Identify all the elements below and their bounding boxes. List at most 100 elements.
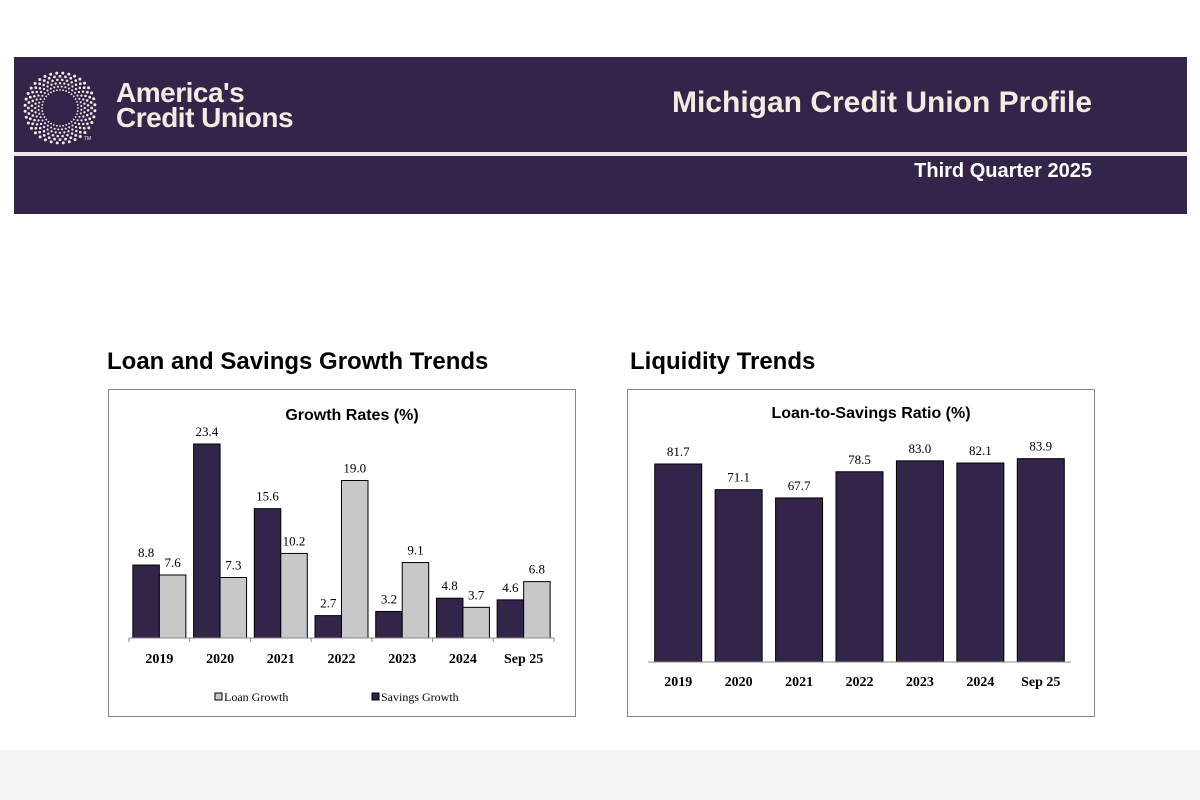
logo-dot <box>78 82 82 86</box>
logo-dot <box>60 78 64 82</box>
logo-dot <box>65 124 68 126</box>
data-label: 81.7 <box>667 444 690 459</box>
logo-dot <box>47 76 51 80</box>
legend-label: Savings Growth <box>381 690 459 704</box>
logo-dot <box>51 79 54 83</box>
logo-dot <box>80 108 83 111</box>
logo-dot <box>34 86 38 90</box>
x-tick-label: 2021 <box>267 652 295 667</box>
logo-dot <box>81 122 85 126</box>
logo-dot <box>26 91 30 95</box>
logo-dot <box>41 107 43 109</box>
logo-dot <box>66 133 69 137</box>
bar-savings-growth <box>253 508 282 639</box>
logo-dot <box>60 128 64 131</box>
logo-dot <box>59 125 61 127</box>
logo-dot <box>73 74 77 78</box>
logo-dot <box>83 131 87 135</box>
data-label: 2.7 <box>320 596 337 611</box>
logo-dot <box>47 136 51 140</box>
logo-dot <box>76 119 79 122</box>
logo-dot <box>27 101 31 104</box>
x-tick-label: 2024 <box>449 652 477 667</box>
logo-dot <box>55 89 58 92</box>
logo-dot <box>38 112 41 115</box>
x-tick-label: 2020 <box>725 675 753 690</box>
logo-dot <box>46 124 49 127</box>
logo-dot <box>82 86 86 90</box>
logo-dot <box>46 81 50 84</box>
logo-dot <box>35 98 38 101</box>
logo-dot <box>38 82 42 86</box>
logo-dot <box>78 97 81 100</box>
logo-dot <box>80 119 83 122</box>
logo-dot <box>70 132 74 135</box>
logo-dot <box>85 90 89 94</box>
logo-dot <box>76 110 79 113</box>
logo-dot <box>68 122 70 125</box>
logo-dot <box>65 90 68 92</box>
logo-dot <box>83 111 86 114</box>
data-label: 83.0 <box>909 441 932 456</box>
logo-dot <box>85 122 89 126</box>
logo-icon <box>23 71 97 145</box>
logo-dot <box>92 97 96 101</box>
data-label: 23.4 <box>195 424 218 439</box>
logo-dot <box>42 87 46 91</box>
logo-dot <box>50 122 52 125</box>
legend-swatch <box>371 692 380 701</box>
data-label: 83.9 <box>1029 439 1052 454</box>
logo-dot <box>56 85 60 88</box>
logo-dot <box>50 91 52 94</box>
logo-dot <box>42 100 44 103</box>
logo-dot <box>33 95 36 98</box>
logo-dot <box>92 115 96 119</box>
logo-dot <box>56 134 60 138</box>
logo-dot <box>37 94 40 97</box>
logo-dot <box>74 98 77 100</box>
data-label: 9.1 <box>407 543 423 558</box>
logo-dot <box>78 126 82 130</box>
logo-dot <box>78 115 81 118</box>
data-label: 78.5 <box>848 452 871 467</box>
legend-label: Loan Growth <box>224 690 288 704</box>
logo-dot <box>81 90 85 93</box>
logo-dot <box>43 116 46 118</box>
logo-dot <box>47 120 50 123</box>
logo-dot <box>79 101 82 104</box>
logo-dot <box>86 108 90 112</box>
subheader-banner <box>14 156 1187 214</box>
logo-dot <box>28 117 32 121</box>
bar-loan-growth <box>462 606 490 639</box>
logo-dot <box>37 105 40 108</box>
logo-dot <box>27 112 31 115</box>
logo-dot <box>52 124 55 126</box>
data-label: 4.6 <box>502 580 519 595</box>
logo-dot <box>39 98 42 101</box>
loan-to-savings-chart: Loan-to-Savings Ratio (%) 81.7 2019 71.1 202… <box>648 405 1071 690</box>
logo-dot <box>53 86 56 89</box>
bar-loan-to-savings <box>895 460 944 663</box>
logo-dot <box>84 94 87 98</box>
logo-text: America's Credit Unions <box>116 79 294 132</box>
bar-loan-to-savings <box>956 462 1005 663</box>
logo-dot <box>67 130 70 133</box>
logo-dot <box>49 87 52 90</box>
data-label: 6.8 <box>529 562 545 577</box>
logo-dot <box>64 75 67 79</box>
logo-dot <box>63 82 66 85</box>
page-subtitle: Third Quarter 2025 <box>914 160 1092 182</box>
logo-dot <box>85 99 89 102</box>
chart-title: Growth Rates (%) <box>285 407 418 424</box>
logo-dot <box>74 116 77 118</box>
legend-swatch <box>214 692 223 701</box>
section-title-liquidity: Liquidity Trends <box>630 348 816 375</box>
logo-dot <box>82 115 85 118</box>
logo-dot <box>76 100 78 103</box>
logo-dot <box>53 127 56 130</box>
logo-dot <box>58 138 62 141</box>
bar-loan-growth <box>341 479 369 639</box>
page-title: Michigan Credit Union Profile <box>671 86 1092 119</box>
logo-dot <box>90 121 94 125</box>
logo-dot <box>31 114 35 117</box>
